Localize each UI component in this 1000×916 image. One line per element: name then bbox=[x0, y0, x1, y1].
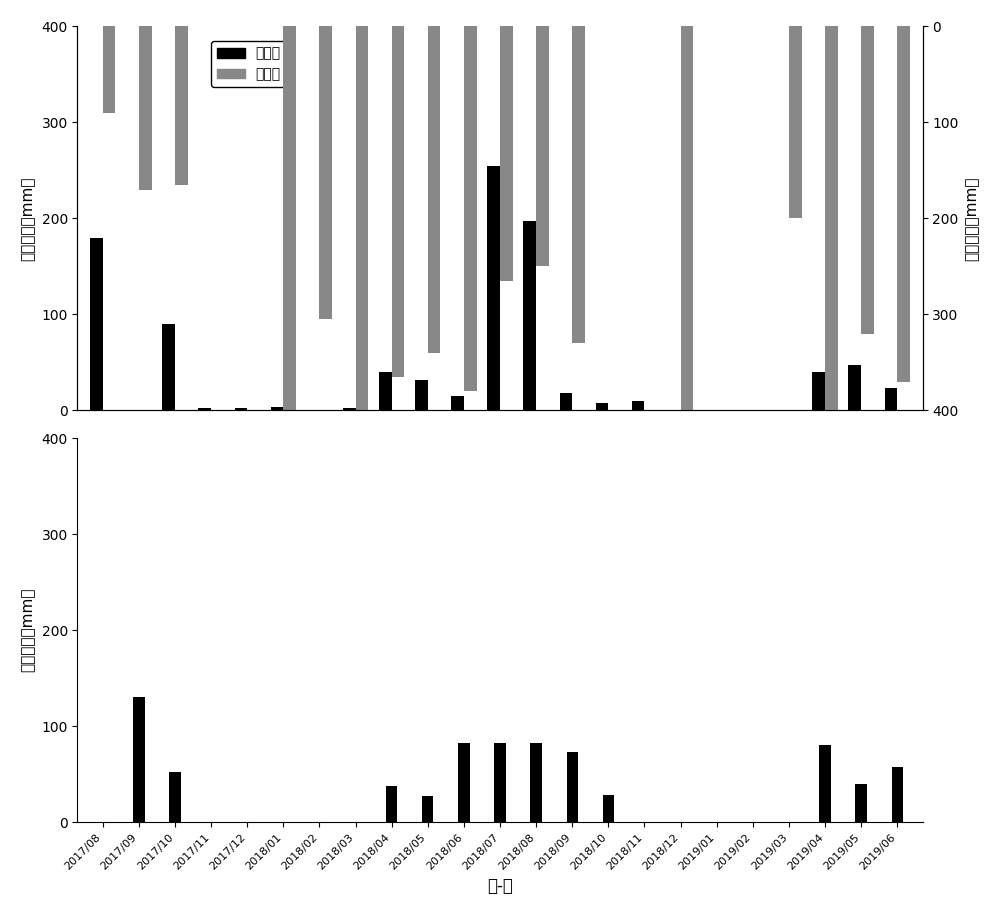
Bar bbox=[487, 166, 500, 410]
Bar bbox=[812, 372, 825, 410]
Bar bbox=[681, 27, 693, 410]
Bar bbox=[560, 393, 572, 410]
Bar bbox=[458, 743, 470, 823]
Bar bbox=[103, 27, 115, 113]
Bar bbox=[892, 767, 903, 823]
Bar bbox=[523, 221, 536, 410]
Bar bbox=[283, 27, 296, 410]
Bar bbox=[428, 27, 440, 353]
Bar bbox=[90, 237, 103, 410]
Bar bbox=[386, 786, 397, 823]
Bar bbox=[175, 27, 188, 185]
Bar bbox=[379, 372, 392, 410]
Bar bbox=[603, 795, 614, 823]
Bar bbox=[848, 365, 861, 410]
Bar bbox=[319, 27, 332, 319]
X-axis label: 年-月: 年-月 bbox=[487, 878, 513, 895]
Bar bbox=[356, 27, 368, 410]
Bar bbox=[162, 324, 175, 410]
Bar bbox=[500, 27, 513, 280]
Bar bbox=[855, 784, 867, 823]
Y-axis label: 淤溶水量（mm）: 淤溶水量（mm） bbox=[21, 588, 36, 672]
Bar bbox=[885, 388, 897, 410]
Bar bbox=[169, 772, 181, 823]
Bar bbox=[271, 408, 283, 410]
Bar bbox=[198, 409, 211, 410]
Legend: 降雨量, 灌水量: 降雨量, 灌水量 bbox=[211, 41, 286, 87]
Bar bbox=[530, 743, 542, 823]
Bar bbox=[825, 27, 838, 410]
Bar bbox=[343, 409, 356, 410]
Bar bbox=[596, 403, 608, 410]
Bar bbox=[464, 27, 477, 391]
Y-axis label: 月灌水量（mm）: 月灌水量（mm） bbox=[964, 176, 979, 260]
Bar bbox=[133, 697, 145, 823]
Bar bbox=[567, 752, 578, 823]
Bar bbox=[422, 796, 433, 823]
Bar bbox=[819, 746, 831, 823]
Bar bbox=[536, 27, 549, 267]
Bar bbox=[572, 27, 585, 344]
Bar bbox=[789, 27, 802, 218]
Bar bbox=[235, 409, 247, 410]
Bar bbox=[632, 400, 644, 410]
Bar bbox=[139, 27, 152, 190]
Bar bbox=[861, 27, 874, 333]
Y-axis label: 月降雨量（mm）: 月降雨量（mm） bbox=[21, 176, 36, 260]
Bar bbox=[392, 27, 404, 376]
Bar bbox=[415, 379, 428, 410]
Bar bbox=[897, 27, 910, 382]
Bar bbox=[494, 743, 506, 823]
Bar bbox=[451, 396, 464, 410]
